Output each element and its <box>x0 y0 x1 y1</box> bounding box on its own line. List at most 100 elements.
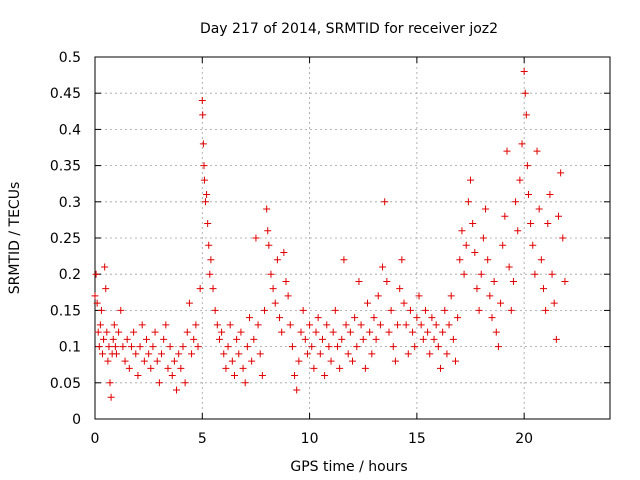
data-point <box>125 364 133 372</box>
data-point <box>531 270 539 278</box>
data-point <box>514 227 522 235</box>
data-point <box>396 285 404 293</box>
data-point <box>505 263 513 271</box>
chart-title: Day 217 of 2014, SRMTID for receiver joz… <box>200 21 498 37</box>
data-point <box>254 321 262 329</box>
data-point <box>106 379 114 387</box>
data-point <box>426 350 434 358</box>
data-point <box>512 198 520 206</box>
data-point <box>372 335 380 343</box>
data-point <box>436 364 444 372</box>
data-point <box>439 328 447 336</box>
data-point <box>112 350 120 358</box>
data-point <box>361 364 369 372</box>
data-point <box>413 314 421 322</box>
data-point <box>387 306 395 314</box>
data-point <box>548 270 556 278</box>
data-point <box>264 227 272 235</box>
data-point <box>542 306 550 314</box>
data-point <box>258 372 266 380</box>
data-point <box>482 205 490 213</box>
data-point <box>295 357 303 365</box>
data-point <box>226 321 234 329</box>
data-point <box>430 335 438 343</box>
x-tick-label: 15 <box>408 431 426 447</box>
data-point <box>241 379 249 387</box>
data-point <box>127 343 135 351</box>
data-point <box>92 270 100 278</box>
data-point <box>379 263 387 271</box>
data-point <box>355 277 363 285</box>
data-point <box>136 343 144 351</box>
data-point <box>190 335 198 343</box>
data-point <box>447 292 455 300</box>
data-point <box>158 350 166 358</box>
data-point <box>235 350 243 358</box>
data-point <box>357 321 365 329</box>
data-point <box>477 270 485 278</box>
data-point <box>192 321 200 329</box>
data-point <box>409 328 417 336</box>
data-point <box>233 335 241 343</box>
y-tick-label: 0.05 <box>50 376 81 392</box>
data-point <box>115 328 123 336</box>
data-point <box>200 176 208 184</box>
data-point <box>419 335 427 343</box>
data-point <box>469 220 477 228</box>
data-point <box>359 335 367 343</box>
data-point <box>497 299 505 307</box>
data-point <box>509 277 517 285</box>
data-point <box>460 270 468 278</box>
x-tick-label: 10 <box>301 431 319 447</box>
data-point <box>473 285 481 293</box>
data-point <box>267 270 275 278</box>
data-point <box>119 343 127 351</box>
data-point <box>452 357 459 365</box>
data-point <box>291 372 299 380</box>
data-point <box>196 285 204 293</box>
data-point <box>471 248 479 256</box>
x-tick-label: 0 <box>91 431 100 447</box>
data-point <box>101 263 109 271</box>
data-point <box>467 176 475 184</box>
data-point <box>110 321 118 329</box>
data-point <box>546 191 554 199</box>
data-point <box>464 198 472 206</box>
data-point <box>130 328 138 336</box>
data-point <box>535 205 543 213</box>
data-point <box>344 350 352 358</box>
data-point <box>134 372 142 380</box>
data-point <box>162 321 170 329</box>
y-tick-label: 0.2 <box>59 267 81 283</box>
data-point <box>168 372 176 380</box>
data-point <box>239 364 247 372</box>
data-point <box>555 212 562 220</box>
data-point <box>206 270 214 278</box>
data-point <box>411 343 419 351</box>
data-point <box>105 343 113 351</box>
data-point <box>204 220 212 228</box>
data-point <box>366 328 374 336</box>
data-point <box>213 321 221 329</box>
data-point <box>321 372 329 380</box>
data-point <box>173 386 181 394</box>
data-point <box>230 372 238 380</box>
data-point <box>237 328 245 336</box>
data-point <box>415 292 423 300</box>
data-point <box>484 256 492 264</box>
data-point <box>406 306 414 314</box>
data-point <box>351 314 359 322</box>
data-point <box>102 285 110 293</box>
data-point <box>99 350 107 358</box>
data-point <box>503 147 511 155</box>
data-point <box>475 306 483 314</box>
data-point <box>391 357 399 365</box>
data-point <box>338 335 346 343</box>
data-point <box>170 357 178 365</box>
data-point <box>342 321 350 329</box>
data-point <box>181 379 189 387</box>
data-point <box>308 343 316 351</box>
data-point <box>151 328 159 336</box>
